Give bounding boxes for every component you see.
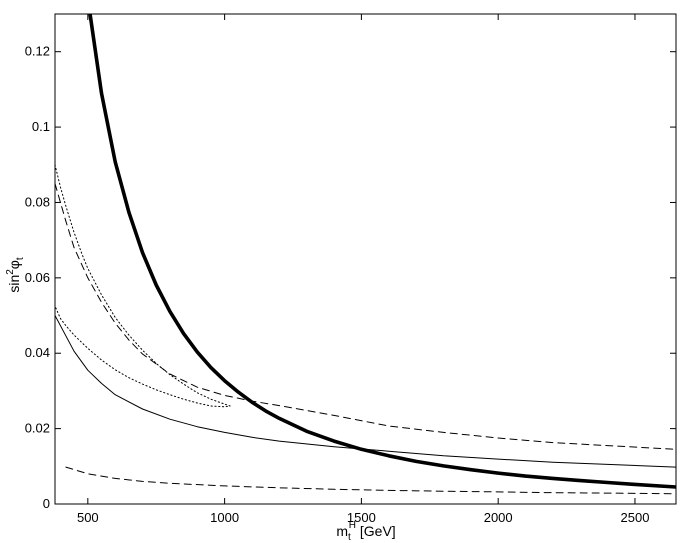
series-line-3-dashed <box>55 183 676 450</box>
x-tick-label: 1000 <box>210 510 239 525</box>
y-tick-label: 0.04 <box>25 345 50 360</box>
y-tick-label: 0.02 <box>25 421 50 436</box>
ticks <box>55 14 676 505</box>
series-group <box>55 14 676 495</box>
x-tick-label: 1500 <box>347 510 376 525</box>
x-axis-label: mtH [GeV] <box>336 520 395 543</box>
tick-labels: 500 1000 1500 2000 2500 0 0.02 0.04 0.06 0.08 0.1 0… <box>25 44 650 525</box>
series-line-5-dotted <box>55 164 231 408</box>
y-tick-label: 0 <box>43 496 50 511</box>
x-tick-label: 2500 <box>621 510 650 525</box>
series-line-1-thick-solid <box>88 14 676 489</box>
y-tick-label: 0.06 <box>25 270 50 285</box>
x-tick-label: 2000 <box>484 510 513 525</box>
series-line-4-dashed <box>65 466 676 495</box>
y-axis-label: sin2φt <box>5 257 26 293</box>
plot-frame <box>54 13 677 505</box>
y-tick-label: 0.08 <box>25 194 50 209</box>
x-tick-label: 500 <box>77 510 99 525</box>
series-line-2-thin-solid <box>55 315 676 468</box>
y-tick-label: 0.1 <box>32 119 50 134</box>
y-tick-label: 0.12 <box>25 44 50 59</box>
